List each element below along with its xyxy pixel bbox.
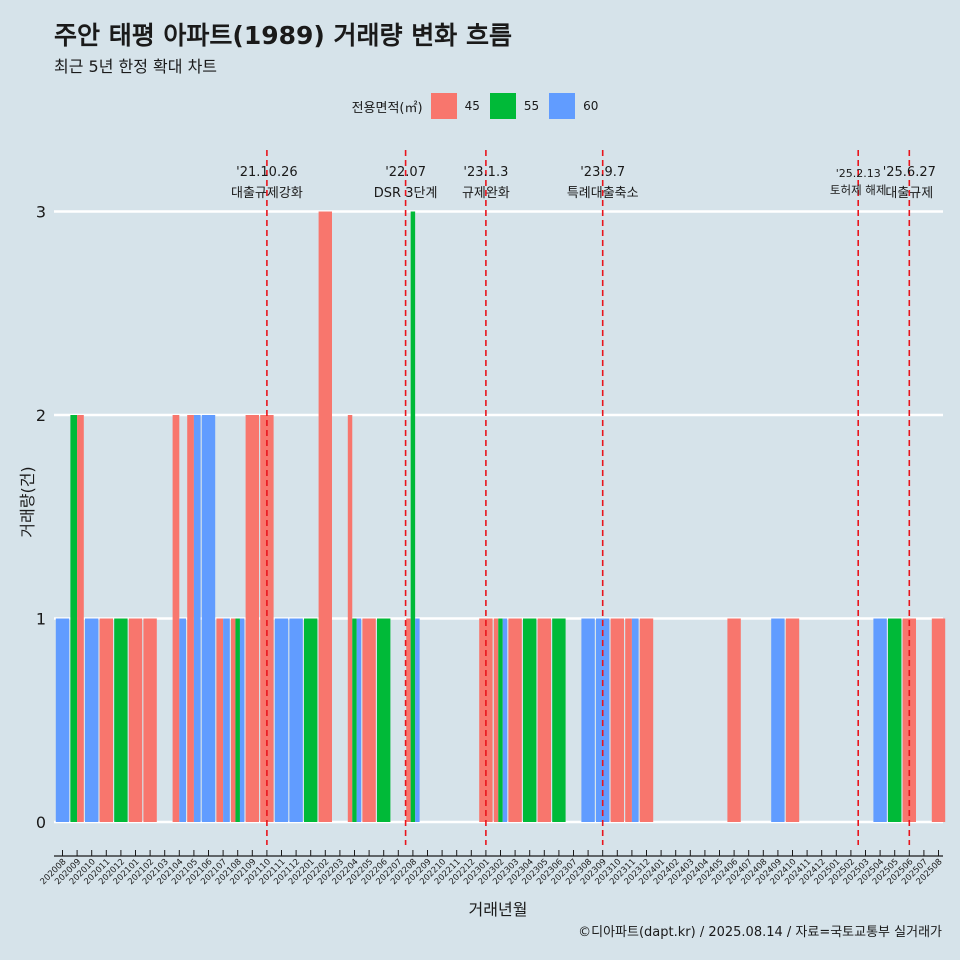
legend: 전용면적(㎡) 45 55 60 [0,93,960,119]
event-text-label: 토허제 해제 [830,183,887,197]
bar-60 [771,618,785,822]
event-text-label: 대출규제 [885,186,933,201]
bar-60 [502,618,508,822]
x-axis-title: 거래년월 [469,900,528,919]
bar-60 [631,618,639,822]
event-date-label: '23.1.3 [463,165,508,180]
legend-item-60: 60 [549,93,598,119]
legend-title: 전용면적(㎡) [351,100,423,116]
bar-60 [193,415,201,822]
bar-45 [785,618,800,822]
bar-60 [239,618,245,822]
event-text-label: 대출규제강화 [231,186,303,201]
bar-45 [245,415,259,822]
source-caption: ©디아파트(dapt.kr) / 2025.08.14 / 자료=국토교통부 실… [578,925,942,940]
bar-55 [235,618,240,822]
legend-swatch-45 [430,93,457,119]
bar-45 [625,618,632,822]
bar-45 [128,618,143,822]
bar-45 [508,618,522,822]
event-text-label: 규제완화 [462,186,510,201]
bar-60 [415,618,420,822]
bar-45 [610,618,624,822]
bar-55 [552,618,566,822]
bar-55 [70,415,78,822]
bar-55 [304,618,318,822]
bar-45 [493,618,499,822]
bar-60 [223,618,230,822]
event-text-label: DSR 3단계 [374,186,438,201]
bar-55 [352,618,357,822]
legend-label-45: 45 [464,99,480,113]
event-date-label: '25.6.27 [883,165,936,180]
legend-item-45: 45 [430,93,480,119]
event-date-label: '22.07 [385,165,426,180]
bar-45 [187,415,194,822]
bar-45 [406,618,411,822]
y-tick-label: 0 [36,813,46,832]
bar-60 [201,415,216,822]
bar-45 [362,618,376,822]
bar-45 [931,618,946,822]
bar-55 [114,618,128,822]
bar-45 [727,618,741,822]
bar-60 [179,618,186,822]
bar-45 [172,415,180,822]
bar-45 [639,618,654,822]
bar-60 [356,618,362,822]
bar-60 [55,618,70,822]
event-date-label: '21.10.26 [236,165,297,180]
legend-label-55: 55 [523,99,540,113]
bar-55 [523,618,537,822]
bar-45 [318,211,332,822]
legend-label-60: 60 [583,99,599,113]
y-axis-title: 거래량(건) [18,466,37,537]
bar-60 [581,618,595,822]
bar-45 [99,618,113,822]
bar-60 [289,618,303,822]
legend-swatch-55 [489,93,516,119]
bar-45 [537,618,551,822]
bar-45 [231,618,236,822]
event-text-label: 특례대출축소 [567,186,639,201]
bar-45 [347,415,353,822]
bar-60 [274,618,289,822]
bar-60 [85,618,99,822]
bar-55 [410,211,416,822]
event-date-label: '23.9.7 [580,165,625,180]
bar-45 [260,415,274,822]
chart-title: 주안 태평 아파트(1989) 거래량 변화 흐름 [54,21,512,50]
event-date-label: '25.2.13 [836,167,881,180]
bar-55 [498,618,503,822]
bar-55 [377,618,391,822]
y-tick-label: 3 [36,203,46,222]
bar-60 [873,618,887,822]
legend-item-55: 55 [489,93,540,119]
chart-subtitle: 최근 5년 한정 확대 차트 [54,57,218,76]
y-tick-label: 2 [36,406,46,425]
bar-55 [888,618,902,822]
y-tick-label: 1 [36,610,46,629]
bar-45 [143,618,157,822]
bar-45 [216,618,224,822]
legend-swatch-60 [549,93,576,119]
bar-45 [77,415,84,822]
